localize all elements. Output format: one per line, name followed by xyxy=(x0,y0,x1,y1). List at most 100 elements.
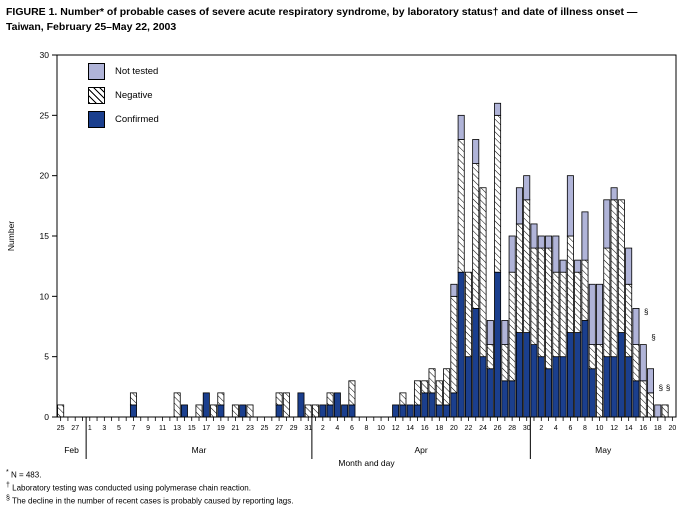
x-tick-label: 11 xyxy=(159,425,166,432)
bar-segment-negative xyxy=(581,259,589,321)
bar-segment-not_tested xyxy=(625,247,633,285)
bar-segment-not_tested xyxy=(603,199,611,249)
bar-segment-negative xyxy=(282,392,290,418)
bar-segment-not_tested xyxy=(450,283,458,297)
x-tick-label: 21 xyxy=(232,425,240,432)
bar-segment-negative xyxy=(574,271,582,333)
footnote-line: * N = 483. xyxy=(6,468,293,481)
x-tick-label: 16 xyxy=(639,425,647,432)
bar-segment-negative xyxy=(173,392,181,418)
bar-segment-not_tested xyxy=(552,235,560,273)
figure-title-line1: FIGURE 1. Number* of probable cases of s… xyxy=(6,6,638,18)
bar-segment-negative xyxy=(545,247,553,370)
x-tick-label: 4 xyxy=(554,425,558,432)
bar-segment-confirmed xyxy=(530,344,538,418)
x-tick-label: 23 xyxy=(246,425,254,432)
bar-segment-confirmed xyxy=(501,380,509,418)
bar-segment-confirmed xyxy=(319,404,327,418)
bar-segment-negative xyxy=(494,114,502,273)
legend-item-confirmed: Confirmed xyxy=(88,111,159,128)
month-label: Feb xyxy=(64,445,79,455)
bar-segment-negative xyxy=(501,344,509,382)
bar-segment-not_tested xyxy=(537,235,545,249)
bar-segment-not_tested xyxy=(566,175,574,237)
footnote-line: § The decline in the number of recent ca… xyxy=(6,494,293,507)
bar-segment-negative xyxy=(647,392,654,418)
bar-segment-negative xyxy=(537,247,545,358)
x-tick-label: 3 xyxy=(102,425,106,432)
x-tick-label: 7 xyxy=(132,425,136,432)
bar-segment-confirmed xyxy=(566,332,574,418)
legend-swatch-confirmed-icon xyxy=(88,111,105,128)
bar-segment-negative xyxy=(435,380,443,406)
bar-segment-negative xyxy=(603,247,611,358)
bar-segment-negative xyxy=(464,271,472,358)
bar-segment-negative xyxy=(486,344,494,370)
bar-segment-confirmed xyxy=(457,271,465,418)
x-tick-label: 22 xyxy=(465,425,473,432)
x-tick-label: 14 xyxy=(625,425,633,432)
x-tick-label: 6 xyxy=(568,425,572,432)
bar-segment-not_tested xyxy=(530,223,538,249)
x-tick-label: 24 xyxy=(479,425,487,432)
bar-segment-negative xyxy=(399,392,407,406)
x-tick-label: 27 xyxy=(275,425,283,432)
bar-segment-negative xyxy=(617,199,625,333)
bar-segment-confirmed xyxy=(581,320,589,418)
footnote-text: N = 483. xyxy=(8,470,42,480)
bar-segment-negative xyxy=(625,283,633,358)
bar-segment-not_tested xyxy=(574,259,582,273)
y-tick-label: 10 xyxy=(40,291,50,301)
bar-segment-confirmed xyxy=(494,271,502,418)
x-tick-label: 30 xyxy=(523,425,531,432)
bar-segment-negative xyxy=(632,344,640,382)
bar-segment-negative xyxy=(472,163,480,309)
bar-segment-confirmed xyxy=(545,368,553,418)
bar-segment-not_tested xyxy=(501,320,509,346)
y-axis-title: Number xyxy=(6,221,16,251)
bar-segment-confirmed xyxy=(610,356,618,418)
bar-segment-negative xyxy=(479,187,487,358)
bar-segment-confirmed xyxy=(326,404,334,418)
bar-segment-confirmed xyxy=(392,404,400,418)
bar-segment-negative xyxy=(348,380,356,406)
bar-segment-not_tested xyxy=(508,235,516,273)
bar-segment-not_tested xyxy=(610,187,618,201)
bar-segment-confirmed xyxy=(333,392,341,418)
x-tick-label: 16 xyxy=(421,425,429,432)
x-axis-title: Month and day xyxy=(338,458,395,468)
y-tick-label: 5 xyxy=(44,352,49,362)
bar-segment-negative xyxy=(231,404,239,418)
x-tick-label: 10 xyxy=(596,425,604,432)
x-tick-label: 28 xyxy=(508,425,516,432)
bar-segment-not_tested xyxy=(494,102,502,116)
bar-segment-confirmed xyxy=(574,332,582,418)
bar-segment-confirmed xyxy=(428,392,436,418)
bar-segment-negative xyxy=(421,380,429,394)
x-tick-label: 27 xyxy=(71,425,79,432)
bar-segment-negative xyxy=(428,368,436,394)
reporting-lag-annotation: § xyxy=(666,383,670,392)
bar-segment-negative xyxy=(326,392,334,406)
bar-segment-confirmed xyxy=(559,356,567,418)
x-tick-label: 9 xyxy=(146,425,150,432)
bar-segment-negative xyxy=(559,271,567,358)
x-tick-label: 20 xyxy=(668,425,676,432)
bar-segment-not_tested xyxy=(647,368,654,394)
bar-segment-negative xyxy=(661,404,669,418)
x-tick-label: 13 xyxy=(173,425,181,432)
bar-segment-negative xyxy=(275,392,283,406)
bar-segment-confirmed xyxy=(406,404,414,418)
bar-segment-confirmed xyxy=(129,404,137,418)
bar-segment-confirmed xyxy=(486,368,494,418)
bar-segment-confirmed xyxy=(625,356,633,418)
legend-swatch-not_tested-icon xyxy=(88,63,105,80)
bar-segment-confirmed xyxy=(515,332,523,418)
bar-segment-confirmed xyxy=(632,380,640,418)
bar-segment-not_tested xyxy=(515,187,523,225)
bar-segment-negative xyxy=(413,380,421,406)
bar-segment-confirmed xyxy=(435,404,443,418)
x-tick-label: 20 xyxy=(450,425,458,432)
bar-segment-confirmed xyxy=(348,404,356,418)
bar-segment-negative xyxy=(246,404,254,418)
